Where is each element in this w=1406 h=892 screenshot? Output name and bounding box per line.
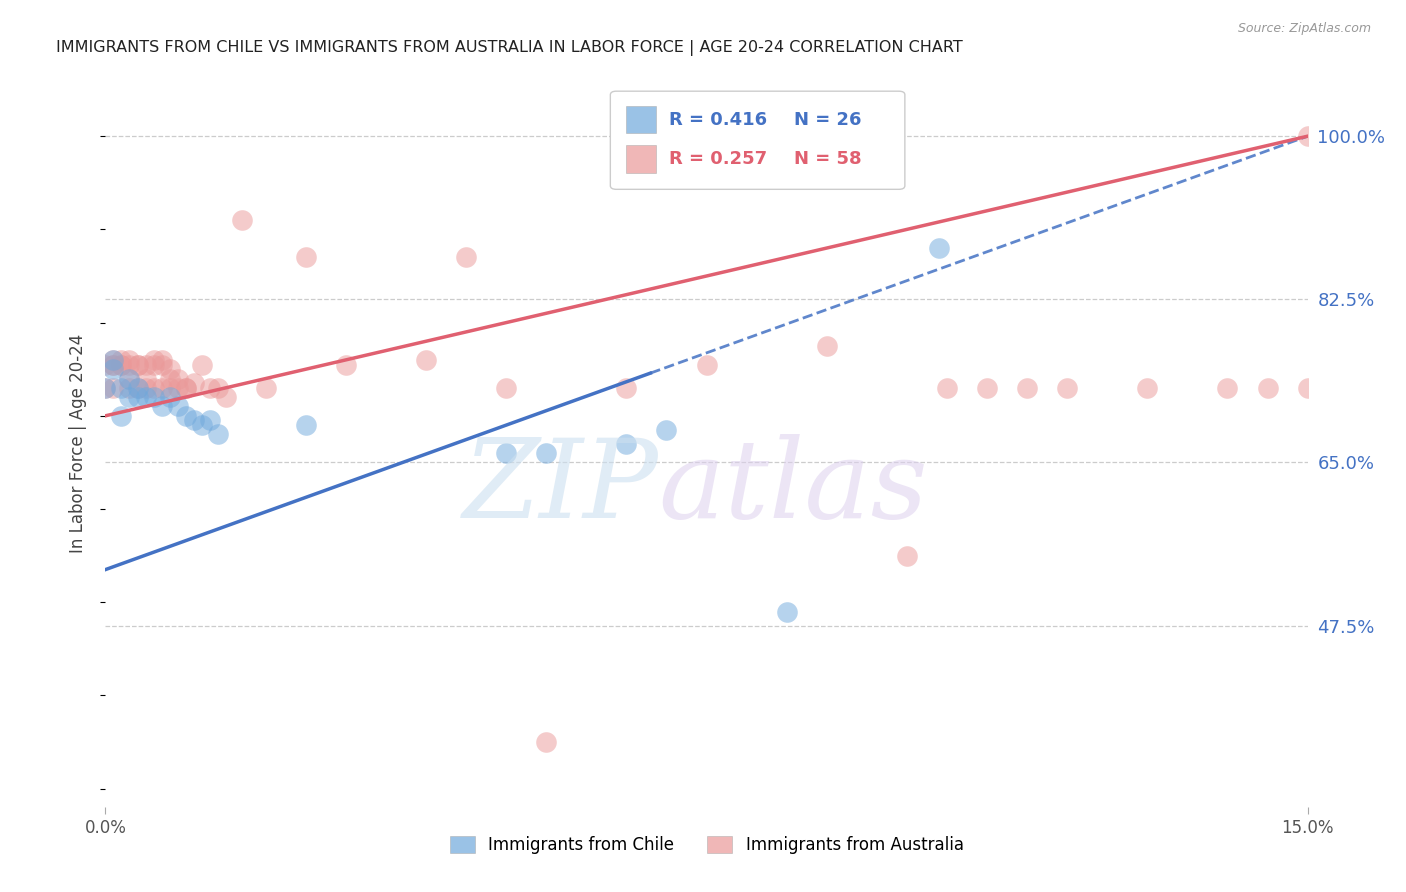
- Text: N = 58: N = 58: [794, 150, 862, 168]
- Point: [118, 371, 141, 385]
- Point: [127, 358, 149, 372]
- Text: N = 26: N = 26: [794, 111, 862, 128]
- Point: [103, 352, 125, 367]
- Point: [655, 423, 678, 437]
- Point: [928, 241, 950, 255]
- FancyBboxPatch shape: [626, 106, 657, 133]
- Point: [936, 381, 959, 395]
- Point: [214, 390, 236, 404]
- Point: [166, 400, 188, 414]
- Point: [183, 376, 205, 391]
- Point: [110, 358, 132, 372]
- Point: [1136, 381, 1159, 395]
- Point: [159, 381, 181, 395]
- Point: [495, 446, 517, 460]
- Point: [295, 418, 318, 433]
- Point: [135, 390, 157, 404]
- Point: [150, 352, 173, 367]
- Point: [110, 358, 132, 372]
- Point: [118, 371, 141, 385]
- Point: [127, 381, 149, 395]
- Point: [534, 446, 557, 460]
- Point: [118, 390, 141, 404]
- Point: [159, 371, 181, 385]
- FancyBboxPatch shape: [626, 145, 657, 173]
- Text: ZIP: ZIP: [463, 434, 658, 541]
- Text: atlas: atlas: [658, 434, 928, 541]
- Point: [159, 362, 181, 376]
- Point: [207, 427, 229, 442]
- Point: [103, 362, 125, 376]
- Point: [150, 358, 173, 372]
- Point: [118, 381, 141, 395]
- Point: [142, 381, 165, 395]
- Point: [616, 437, 638, 451]
- Point: [103, 358, 125, 372]
- Point: [127, 390, 149, 404]
- Point: [174, 381, 197, 395]
- Point: [159, 390, 181, 404]
- FancyBboxPatch shape: [610, 91, 905, 189]
- Point: [231, 213, 253, 227]
- Point: [142, 390, 165, 404]
- Point: [118, 358, 141, 372]
- Point: [110, 381, 132, 395]
- Point: [696, 358, 718, 372]
- Point: [1296, 129, 1319, 144]
- Point: [1056, 381, 1078, 395]
- Point: [1296, 381, 1319, 395]
- Point: [166, 371, 188, 385]
- Point: [495, 381, 517, 395]
- Point: [454, 251, 477, 265]
- Point: [815, 339, 838, 353]
- Point: [198, 381, 221, 395]
- Point: [127, 358, 149, 372]
- Point: [207, 381, 229, 395]
- Point: [118, 352, 141, 367]
- Point: [254, 381, 277, 395]
- Point: [150, 400, 173, 414]
- Point: [335, 358, 357, 372]
- Point: [94, 381, 117, 395]
- Point: [190, 358, 212, 372]
- Point: [142, 352, 165, 367]
- Point: [103, 381, 125, 395]
- Text: IMMIGRANTS FROM CHILE VS IMMIGRANTS FROM AUSTRALIA IN LABOR FORCE | AGE 20-24 CO: IMMIGRANTS FROM CHILE VS IMMIGRANTS FROM…: [56, 40, 963, 56]
- Point: [110, 352, 132, 367]
- Text: Source: ZipAtlas.com: Source: ZipAtlas.com: [1237, 22, 1371, 36]
- Point: [127, 381, 149, 395]
- Point: [150, 381, 173, 395]
- Point: [135, 371, 157, 385]
- Point: [1017, 381, 1039, 395]
- Point: [976, 381, 998, 395]
- Point: [110, 409, 132, 423]
- Point: [166, 381, 188, 395]
- Point: [616, 381, 638, 395]
- Point: [142, 358, 165, 372]
- Text: R = 0.257: R = 0.257: [669, 150, 768, 168]
- Point: [174, 381, 197, 395]
- Point: [295, 251, 318, 265]
- Point: [1216, 381, 1239, 395]
- Legend: Immigrants from Chile, Immigrants from Australia: Immigrants from Chile, Immigrants from A…: [443, 830, 970, 861]
- Point: [94, 358, 117, 372]
- Point: [183, 413, 205, 427]
- Point: [103, 352, 125, 367]
- Point: [776, 605, 799, 619]
- Point: [415, 352, 437, 367]
- Point: [103, 358, 125, 372]
- Text: R = 0.416: R = 0.416: [669, 111, 768, 128]
- Point: [190, 418, 212, 433]
- Y-axis label: In Labor Force | Age 20-24: In Labor Force | Age 20-24: [69, 334, 87, 553]
- Point: [135, 358, 157, 372]
- Point: [534, 735, 557, 749]
- Point: [1257, 381, 1279, 395]
- Point: [135, 381, 157, 395]
- Point: [174, 409, 197, 423]
- Point: [94, 381, 117, 395]
- Point: [896, 549, 918, 563]
- Point: [198, 413, 221, 427]
